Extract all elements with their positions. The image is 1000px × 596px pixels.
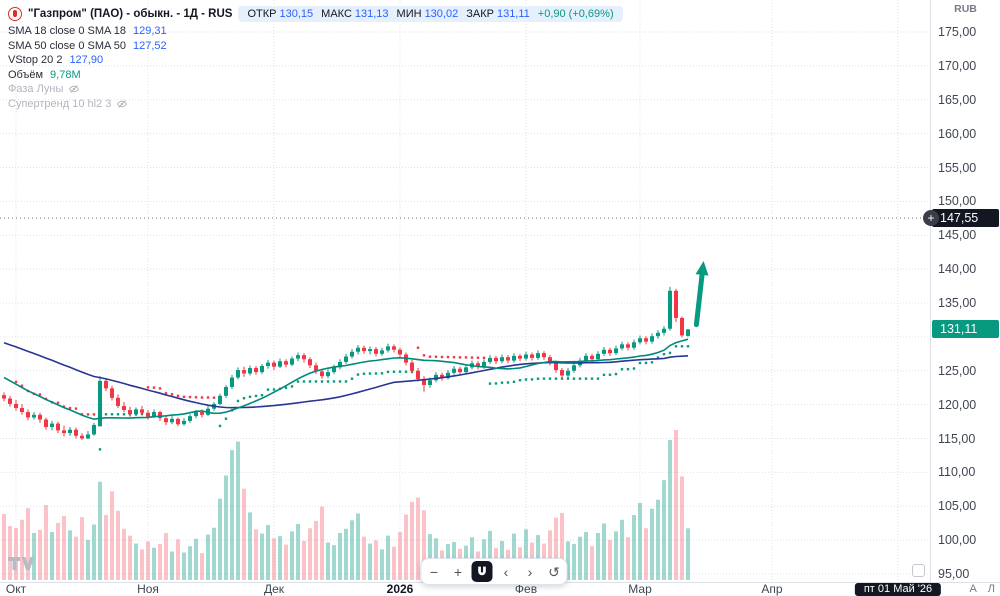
eye-off-icon — [117, 99, 128, 108]
indicator-name: Фаза Луны — [8, 83, 64, 96]
ohlc-pair: МИН 130,02 — [396, 7, 459, 20]
price-tick: 115,00 — [938, 431, 976, 446]
tradingview-logo[interactable] — [7, 556, 36, 576]
last-price-label: 131,11 — [932, 320, 999, 339]
symbol-header[interactable]: "Газпром" (ПАО) - обыкн. - 1Д - RUS ОТКР… — [8, 5, 623, 22]
arrow-annotation[interactable] — [693, 260, 709, 328]
indicator-name: Объём — [8, 68, 44, 81]
grid-layer — [0, 0, 930, 582]
ohlc-change: +0,90 (+0,69%) — [537, 7, 614, 20]
price-tick: 155,00 — [938, 160, 977, 175]
indicator-value: 9,78M — [50, 68, 81, 81]
price-tick: 140,00 — [938, 262, 977, 277]
time-tick: Фев — [514, 582, 538, 596]
indicator-name: SMA 18 close 0 SMA 18 — [8, 25, 127, 38]
time-tick: Мар — [628, 582, 652, 596]
price-tick: 105,00 — [938, 499, 977, 514]
price-axis-plus-button[interactable]: + — [923, 209, 939, 226]
magnet-icon — [478, 566, 486, 576]
price-tick: 145,00 — [938, 228, 977, 243]
tradingview-logo-icon — [8, 557, 35, 570]
time-tick: Апр — [761, 582, 783, 596]
sma50-line[interactable] — [3, 342, 689, 409]
price-tick: 160,00 — [938, 126, 977, 141]
time-tick: 2026 — [386, 582, 414, 596]
price-tick: 100,00 — [938, 533, 977, 548]
log-scale-toggle[interactable]: Л — [987, 583, 995, 595]
time-tick: Окт — [5, 582, 27, 596]
indicator-name: SMA 50 close 0 SMA 50 — [8, 39, 127, 52]
indicator-name: VStop 20 2 — [8, 54, 63, 67]
price-tick: 135,00 — [938, 296, 977, 310]
currency-label: RUB — [954, 3, 977, 15]
price-tick: 150,00 — [938, 194, 977, 209]
price-chart-canvas[interactable] — [0, 0, 930, 582]
ohlc-pair: ОТКР 130,15 — [247, 7, 314, 20]
ohlc-pair: МАКС 131,13 — [321, 7, 389, 20]
eye-off-icon — [69, 85, 80, 94]
candle-series — [2, 286, 690, 440]
sma18-line[interactable] — [3, 338, 689, 420]
indicator-row-moon-phase[interactable]: Фаза Луны — [8, 82, 623, 97]
auto-scale-toggle[interactable]: А — [969, 583, 977, 595]
indicator-row-sma18[interactable]: SMA 18 close 0 SMA 18 129,31 — [8, 24, 623, 39]
symbol-title[interactable]: "Газпром" (ПАО) - обыкн. - 1Д - RUS — [28, 7, 233, 20]
indicator-value: 129,31 — [133, 25, 167, 38]
time-tick: Ноя — [137, 582, 159, 596]
vstop-series — [14, 345, 690, 451]
reset-chart-button[interactable]: ↺ — [543, 561, 565, 582]
crosshair-price-label: 147,55 — [932, 208, 999, 227]
scale-toggles: А Л — [969, 583, 995, 596]
indicator-row-supertrend[interactable]: Супертренд 10 hl2 3 — [8, 97, 623, 112]
price-tick: 95,00 — [938, 567, 970, 581]
price-tick: 170,00 — [938, 58, 977, 73]
symbol-logo-icon — [8, 6, 22, 21]
price-tick: 125,00 — [938, 363, 977, 378]
time-tick: Дек — [263, 582, 285, 596]
legend: "Газпром" (ПАО) - обыкн. - 1Д - RUS ОТКР… — [8, 5, 623, 111]
chart-bottom-toolbar: − + ‹ › ↺ — [420, 558, 568, 585]
indicator-value: 127,90 — [69, 54, 104, 67]
price-axis[interactable]: RUB 175,00 170,00 165,00 160,00 155,00 150,00… — [923, 0, 1000, 582]
indicator-row-vstop[interactable]: VStop 20 2 127,90 — [8, 53, 623, 68]
indicator-row-sma50[interactable]: SMA 50 close 0 SMA 50 127,52 — [8, 39, 623, 54]
pane-control-button[interactable] — [912, 564, 925, 577]
magnet-button[interactable] — [471, 561, 493, 582]
indicator-value: 127,52 — [133, 39, 167, 52]
pan-left-button[interactable]: ‹ — [495, 561, 517, 582]
indicator-name: Супертренд 10 hl2 3 — [8, 97, 112, 110]
price-tick: 110,00 — [938, 465, 976, 480]
pan-right-button[interactable]: › — [519, 561, 541, 582]
price-tick: 175,00 — [938, 25, 977, 39]
price-tick: 120,00 — [938, 397, 977, 412]
crosshair-date-label: пт 01 Май '26 — [854, 583, 942, 596]
volume-series — [2, 430, 690, 580]
ohlc-summary: ОТКР 130,15 МАКС 131,13 МИН 130,02 ЗАКР 131,11 +… — [238, 5, 623, 22]
indicator-row-volume[interactable]: Объём 9,78M — [8, 68, 623, 83]
ohlc-pair: ЗАКР 131,11 — [466, 7, 530, 20]
price-tick: 165,00 — [938, 92, 977, 107]
zoom-in-button[interactable]: + — [447, 561, 469, 582]
zoom-out-button[interactable]: − — [423, 561, 445, 582]
